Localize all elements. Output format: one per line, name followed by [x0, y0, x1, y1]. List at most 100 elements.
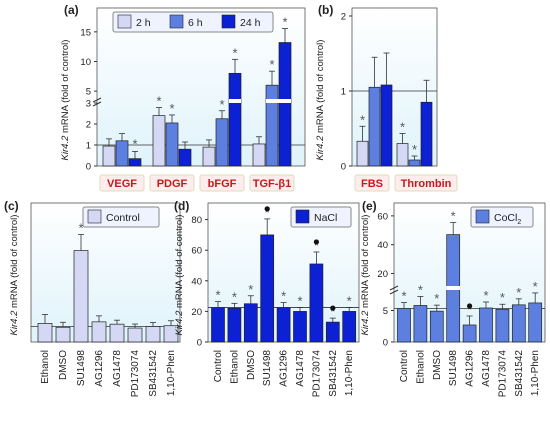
significance-star: *: [232, 289, 237, 304]
x-tick-label-e: AG1478: [481, 350, 492, 387]
bar-e-Ethanol: [413, 305, 428, 343]
significance-dot: [467, 303, 473, 309]
group-label-a: PDGF: [157, 178, 188, 190]
bar-d-Control: [211, 307, 225, 343]
bar-e-1,10-Phen: [528, 302, 543, 343]
panel-label: (c): [4, 199, 19, 213]
significance-star: *: [232, 45, 237, 60]
y-axis-label-e: Kir4.2 mRNA (fold of control): [360, 215, 371, 336]
bar-a-TGF-β1-0: [252, 143, 266, 167]
bar-a-PDGF-0: [152, 115, 166, 167]
x-tick-label-c: SU1498: [76, 350, 87, 387]
x-tick-label-d: Ethanol: [229, 350, 240, 384]
axis-break-a: [92, 97, 102, 103]
x-tick-label-c: SB431542: [148, 350, 159, 397]
panel-label: (e): [362, 199, 377, 213]
legend-swatch-c: [87, 209, 102, 224]
significance-star: *: [215, 288, 220, 303]
x-tick-label-c: 1,10-Phen: [166, 350, 177, 396]
y-tick-label-a: 2: [86, 120, 91, 131]
significance-dot: [264, 206, 270, 212]
significance-star: *: [516, 285, 521, 300]
bar-c-PD173074: [127, 327, 143, 343]
legend-swatch-a: [169, 14, 184, 29]
axis-break-a: [92, 101, 102, 107]
x-tick-label-e: Control: [399, 350, 410, 382]
significance-star: *: [330, 304, 335, 319]
y-tick-label-d: 80: [191, 215, 202, 226]
significance-star: *: [281, 289, 286, 304]
x-tick-label-e: DMSO: [432, 350, 443, 380]
significance-star: *: [451, 209, 456, 224]
significance-star: *: [412, 142, 417, 157]
significance-star: *: [78, 221, 83, 236]
significance-star: *: [400, 120, 405, 135]
bar-a-VEGF-2: [128, 158, 142, 167]
x-tick-label-d: DMSO: [246, 350, 257, 380]
significance-star: *: [467, 302, 472, 317]
bar-c-AG1478: [109, 323, 125, 343]
bar-b-Thrombin-0: [396, 143, 409, 167]
bar-break-a: [266, 99, 291, 103]
legend-swatch-a: [221, 14, 236, 29]
bar-e-PD173074: [495, 308, 510, 343]
y-axis-label-c: Kir4.2 mRNA (fold of control): [9, 215, 20, 336]
y-tick-label-a: 15: [80, 27, 91, 38]
bar-c-AG1296: [91, 321, 107, 343]
significance-star: *: [265, 205, 270, 220]
x-tick-label-e: Ethanol: [415, 350, 426, 384]
bar-break-a: [229, 99, 241, 103]
y-tick-label-a: 10: [80, 57, 91, 68]
bar-b-FBS-2: [380, 84, 393, 167]
significance-star: *: [156, 94, 161, 109]
significance-dot: [330, 305, 336, 311]
legend-swatch-a: [117, 14, 132, 29]
significance-star: *: [219, 97, 224, 112]
bar-b-FBS-1: [368, 86, 381, 167]
axis-break-e: [389, 289, 399, 295]
bar-e-DMSO: [429, 310, 444, 343]
y-axis-label-d: Kir4.2 mRNA (fold of control): [174, 215, 185, 336]
legend-entry-a: 6 h: [188, 17, 203, 29]
panel-label: (a): [64, 3, 79, 17]
bar-c-Ethanol: [37, 323, 53, 343]
group-label-bg-b: [354, 174, 390, 192]
group-label-a: TGF-β1: [253, 178, 292, 190]
significance-star: *: [282, 15, 287, 30]
x-tick-label-e: SB431542: [514, 350, 525, 397]
legend-entry-a: 24 h: [240, 17, 261, 29]
significance-star: *: [314, 238, 319, 253]
group-label-b: Thrombin: [401, 178, 452, 190]
legend-swatch-e: [475, 209, 490, 224]
y-tick-label-a: 0: [86, 162, 91, 173]
significance-star: *: [248, 282, 253, 297]
bar-e-AG1296: [462, 324, 477, 343]
y-tick-label-e: 20: [377, 269, 388, 280]
significance-star: *: [169, 101, 174, 116]
bar-b-Thrombin-1: [408, 159, 421, 167]
x-tick-label-c: AG1296: [94, 350, 105, 387]
group-label-bg-a: [249, 174, 295, 192]
significance-star: *: [132, 137, 137, 152]
bar-a-TGF-β1-1: [265, 84, 279, 167]
significance-star: *: [533, 279, 538, 294]
legend-entry-d: NaCl: [314, 212, 337, 224]
x-tick-label-e: SU1498: [448, 350, 459, 387]
x-tick-label-e: AG1296: [465, 350, 476, 387]
legend-box-c: [82, 206, 160, 228]
panel-label: (b): [318, 3, 333, 17]
significance-star: *: [347, 293, 352, 308]
significance-star: *: [418, 282, 423, 297]
significance-star: *: [360, 112, 365, 127]
bar-break-e: [446, 286, 461, 290]
axis-break-e: [389, 285, 399, 291]
group-label-bg-a: [149, 174, 195, 192]
group-label-bg-a: [99, 174, 145, 192]
x-tick-label-d: AG1478: [295, 350, 306, 387]
bar-d-SU1498: [260, 234, 275, 343]
y-tick-label-a: 1: [86, 141, 91, 152]
bar-a-bFGF-0: [202, 146, 216, 167]
legend-entry-e: CoCl2: [494, 212, 521, 226]
legend-swatch-d: [295, 209, 310, 224]
legend-entry-c: Control: [106, 212, 140, 224]
